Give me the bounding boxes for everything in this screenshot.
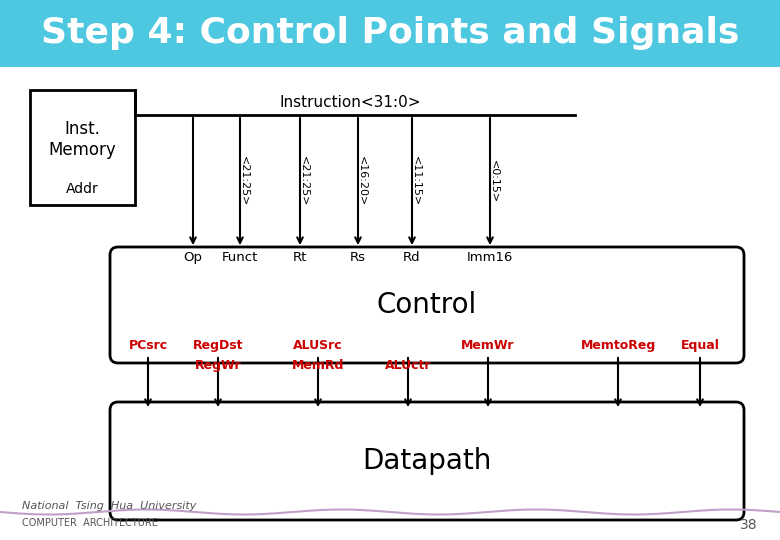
Text: ALUSrc: ALUSrc (293, 339, 343, 352)
Text: Equal: Equal (681, 339, 719, 352)
Text: 38: 38 (740, 518, 758, 532)
Text: Step 4: Control Points and Signals: Step 4: Control Points and Signals (41, 17, 739, 51)
FancyBboxPatch shape (110, 402, 744, 520)
Text: Rt: Rt (292, 251, 307, 264)
Text: <11:15>: <11:15> (411, 157, 421, 207)
Text: COMPUTER  ARCHITECTURE: COMPUTER ARCHITECTURE (22, 518, 158, 528)
Text: PCsrc: PCsrc (129, 339, 168, 352)
FancyBboxPatch shape (110, 247, 744, 363)
Text: Instruction<31:0>: Instruction<31:0> (279, 95, 420, 110)
Bar (30, 90, 135, 205)
Text: Addr: Addr (66, 182, 99, 196)
Text: MemRd: MemRd (292, 359, 344, 372)
Text: <16:20>: <16:20> (357, 157, 367, 207)
Text: Inst.
Memory: Inst. Memory (48, 120, 116, 159)
Text: Control: Control (377, 291, 477, 319)
Text: Funct: Funct (222, 251, 258, 264)
Text: Rd: Rd (403, 251, 421, 264)
Text: Imm16: Imm16 (466, 251, 513, 264)
Text: MemtoReg: MemtoReg (580, 339, 656, 352)
Text: ALUctr: ALUctr (385, 359, 431, 372)
Text: <21:25>: <21:25> (239, 156, 249, 207)
Text: Rs: Rs (350, 251, 366, 264)
Text: Op: Op (183, 251, 203, 264)
Text: National  Tsing  Hua  University: National Tsing Hua University (22, 501, 197, 511)
Text: RegWr: RegWr (195, 359, 241, 372)
Text: <21:25>: <21:25> (299, 156, 309, 207)
Text: MemWr: MemWr (461, 339, 515, 352)
Text: RegDst: RegDst (193, 339, 243, 352)
Text: <0:15>: <0:15> (489, 160, 499, 203)
Bar (0, 0, 780, 67)
Text: Datapath: Datapath (363, 447, 491, 475)
